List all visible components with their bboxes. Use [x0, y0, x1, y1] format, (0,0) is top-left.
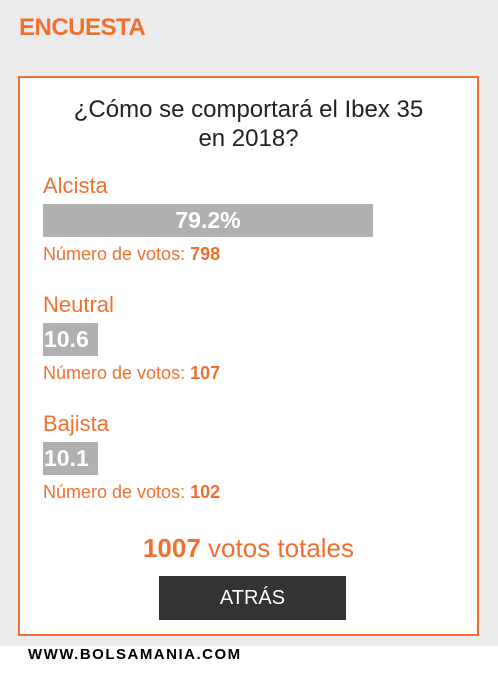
vote-count: Número de votos: 102: [43, 481, 460, 503]
vote-count-label: Número de votos:: [43, 363, 186, 383]
poll-widget: ENCUESTA ¿Cómo se comportará el Ibex 35 …: [0, 0, 498, 646]
result-bar-value: 79.2%: [175, 207, 241, 233]
poll-option-bajista: Bajista 10.1 Número de votos: 102: [43, 411, 460, 503]
vote-count: Número de votos: 107: [43, 362, 460, 384]
vote-count-value: 107: [190, 363, 221, 383]
widget-title: ENCUESTA: [19, 14, 146, 41]
result-bar: 10.6: [43, 323, 98, 356]
result-bar-value: 10.1: [44, 445, 89, 471]
total-votes-count: 1007: [142, 533, 201, 563]
poll-option-neutral: Neutral 10.6 Número de votos: 107: [43, 292, 460, 384]
site-watermark: WWW.BOLSAMANIA.COM: [28, 646, 242, 663]
total-votes-label: votos totales: [208, 533, 355, 563]
result-bar: 10.1: [43, 442, 98, 475]
vote-count-label: Número de votos:: [43, 244, 186, 264]
result-bar: 79.2%: [43, 204, 373, 237]
back-button[interactable]: ATRÁS: [159, 576, 346, 620]
total-votes: 1007 votos totales: [20, 533, 477, 564]
vote-count-value: 102: [190, 482, 221, 502]
vote-count: Número de votos: 798: [43, 243, 460, 265]
option-label: Alcista: [43, 173, 108, 198]
poll-question-line-1: ¿Cómo se comportará el Ibex 35: [73, 96, 424, 123]
poll-question-line-2: en 2018?: [198, 125, 299, 152]
vote-count-label: Número de votos:: [43, 482, 186, 502]
result-bar-track: 79.2%: [43, 204, 460, 237]
option-label: Neutral: [43, 292, 114, 317]
vote-count-value: 798: [190, 244, 221, 264]
result-bar-value: 10.6: [44, 326, 89, 352]
poll-question: ¿Cómo se comportará el Ibex 35 en 2018?: [20, 95, 477, 153]
result-bar-track: 10.6: [43, 323, 460, 356]
poll-option-alcista: Alcista 79.2% Número de votos: 798: [43, 173, 460, 265]
result-bar-track: 10.1: [43, 442, 460, 475]
poll-card: ¿Cómo se comportará el Ibex 35 en 2018? …: [18, 76, 479, 636]
option-label: Bajista: [43, 411, 110, 436]
